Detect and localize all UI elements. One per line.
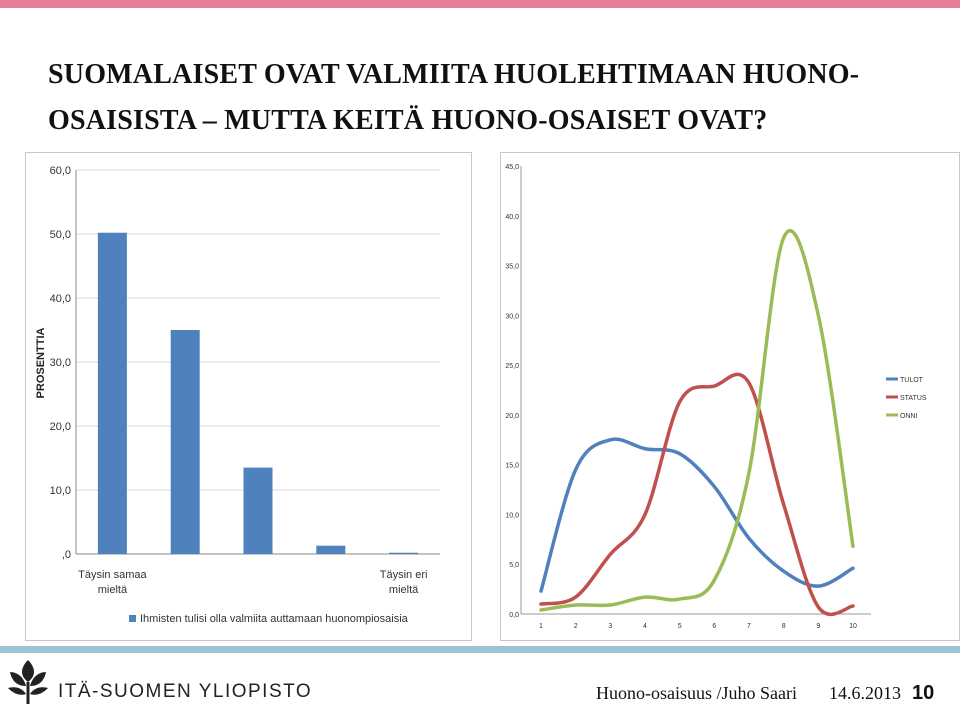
bar (243, 467, 273, 554)
x-tick-label: mieltä (98, 584, 128, 596)
y-tick-label: 5,0 (509, 562, 519, 569)
y-tick-label: 20,0 (50, 421, 71, 433)
y-tick-label: 50,0 (50, 229, 71, 241)
y-tick-label: ,0 (62, 549, 71, 561)
top-accent-bar (0, 0, 960, 8)
x-tick-label: 9 (816, 623, 820, 630)
y-tick-label: 30,0 (505, 313, 519, 320)
x-tick-label: 5 (678, 623, 682, 630)
y-axis-label: PROSENTTIA (35, 328, 47, 399)
y-tick-label: 25,0 (505, 363, 519, 370)
x-tick-label: 8 (782, 623, 786, 630)
x-tick-label: Täysin eri (380, 569, 428, 581)
x-tick-label: 7 (747, 623, 751, 630)
y-tick-label: 30,0 (50, 357, 71, 369)
line-chart: 0,0 5,0 10,0 15,0 20,0 25,0 30,0 35,0 40,0 45,0 1 2… (505, 164, 927, 630)
page-number: 10 (912, 682, 935, 704)
x-tick-label: 1 (539, 623, 543, 630)
x-tick-label: 3 (608, 623, 612, 630)
y-tick-label: 15,0 (505, 463, 519, 470)
x-tick-label: 4 (643, 623, 647, 630)
university-name: ITÄ-SUOMEN YLIOPISTO (58, 681, 313, 702)
series-line (539, 437, 855, 593)
university-logo-icon (8, 660, 48, 704)
bar (170, 330, 200, 554)
x-tick-label: Täysin samaa (78, 569, 147, 581)
x-tick-label: 6 (712, 623, 716, 630)
bottom-accent-bar (0, 646, 960, 653)
series-line (539, 372, 855, 616)
series-line (539, 229, 855, 612)
legend-label: STATUS (900, 395, 927, 402)
legend-swatch (129, 615, 136, 622)
bar (316, 545, 346, 554)
x-tick-label: 10 (849, 623, 857, 630)
y-tick-label: 0,0 (509, 612, 519, 619)
y-tick-label: 35,0 (505, 264, 519, 271)
y-tick-label: 10,0 (50, 485, 71, 497)
y-tick-label: 40,0 (50, 293, 71, 305)
y-tick-label: 60,0 (50, 165, 71, 177)
bar-chart: ,0 10,0 20,0 30,0 40,0 50,0 60,0 PROSENTTIA Täys… (35, 165, 440, 625)
y-tick-label: 20,0 (505, 413, 519, 420)
line-chart-frame: 0,0 5,0 10,0 15,0 20,0 25,0 30,0 35,0 40,0 45,0 1 2… (500, 152, 960, 641)
y-tick-label: 10,0 (505, 512, 519, 519)
y-tick-label: 40,0 (505, 214, 519, 221)
x-tick-label: 2 (574, 623, 578, 630)
x-tick-label: mieltä (389, 584, 419, 596)
footer-date: 14.6.2013 (829, 683, 901, 703)
slide-title: SUOMALAISET OVAT VALMIITA HUOLEHTIMAAN H… (48, 59, 860, 136)
y-tick-label: 45,0 (505, 164, 519, 171)
legend-label: TULOT (900, 377, 924, 384)
footer-author: Huono-osaisuus /Juho Saari (596, 683, 797, 703)
legend-label: ONNI (900, 413, 918, 420)
bar (389, 552, 419, 554)
bar-chart-frame: ,0 10,0 20,0 30,0 40,0 50,0 60,0 PROSENTTIA Täys… (25, 152, 472, 641)
bar (97, 232, 127, 554)
legend-label: Ihmisten tulisi olla valmiita auttamaan … (140, 613, 409, 625)
